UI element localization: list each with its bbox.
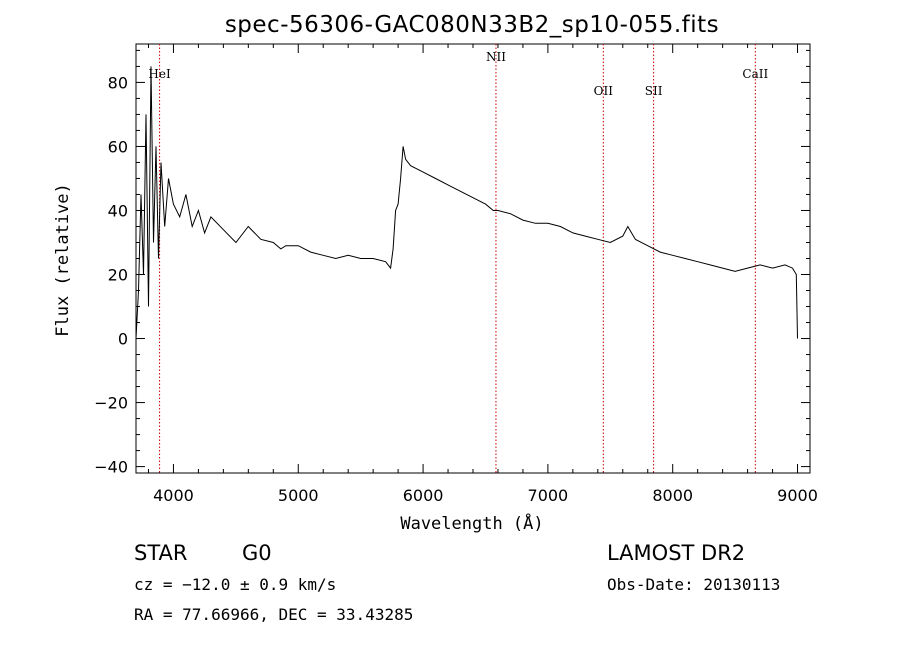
x-tick-label: 5000: [278, 486, 319, 505]
y-tick-label: 80: [108, 73, 128, 92]
y-axis-ticks: −40 −20 0 20 40 60 80: [94, 49, 810, 477]
line-label-caii: CaII: [742, 67, 768, 81]
x-axis-label: Wavelength (Å): [400, 512, 543, 534]
y-tick-label: −20: [94, 394, 128, 413]
coordinates: RA = 77.66966, DEC = 33.43285: [134, 605, 413, 624]
object-class: STAR: [134, 541, 187, 565]
line-labels: HeI NII OII SII CaII: [148, 50, 768, 98]
survey-name: LAMOST DR2: [607, 541, 745, 565]
line-label-oii: OII: [594, 84, 614, 98]
y-tick-label: 40: [108, 201, 128, 220]
x-tick-label: 8000: [652, 486, 693, 505]
y-tick-label: −40: [94, 458, 128, 477]
line-markers: [159, 44, 756, 473]
line-label-sii: SII: [645, 84, 663, 98]
x-tick-label: 9000: [777, 486, 818, 505]
observation-date: Obs-Date: 20130113: [607, 575, 780, 594]
line-label-nii: NII: [486, 50, 506, 64]
plot-area: HeI NII OII SII CaII 4000 5000 6000 7000 8000 900…: [94, 43, 818, 505]
line-label-hei: HeI: [148, 67, 171, 81]
spectrum-line: [135, 66, 798, 339]
chart-title: spec-56306-GAC080N33B2_sp10-055.fits: [225, 12, 719, 38]
y-axis-label: Flux (relative): [53, 183, 73, 337]
y-tick-label: 20: [108, 266, 128, 285]
redshift-cz: cz = −12.0 ± 0.9 km/s: [134, 575, 336, 594]
y-tick-label: 60: [108, 137, 128, 156]
y-tick-label: 0: [118, 330, 128, 349]
x-axis-ticks: 4000 5000 6000 7000 8000 9000: [147, 44, 818, 505]
x-tick-label: 6000: [403, 486, 444, 505]
x-tick-label: 7000: [528, 486, 569, 505]
plot-frame: [135, 43, 811, 474]
x-tick-label: 4000: [153, 486, 194, 505]
object-subclass: G0: [242, 541, 272, 565]
